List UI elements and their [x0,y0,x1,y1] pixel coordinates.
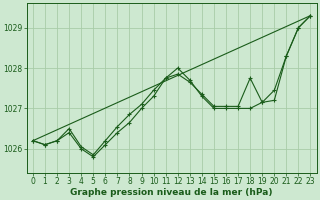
X-axis label: Graphe pression niveau de la mer (hPa): Graphe pression niveau de la mer (hPa) [70,188,273,197]
